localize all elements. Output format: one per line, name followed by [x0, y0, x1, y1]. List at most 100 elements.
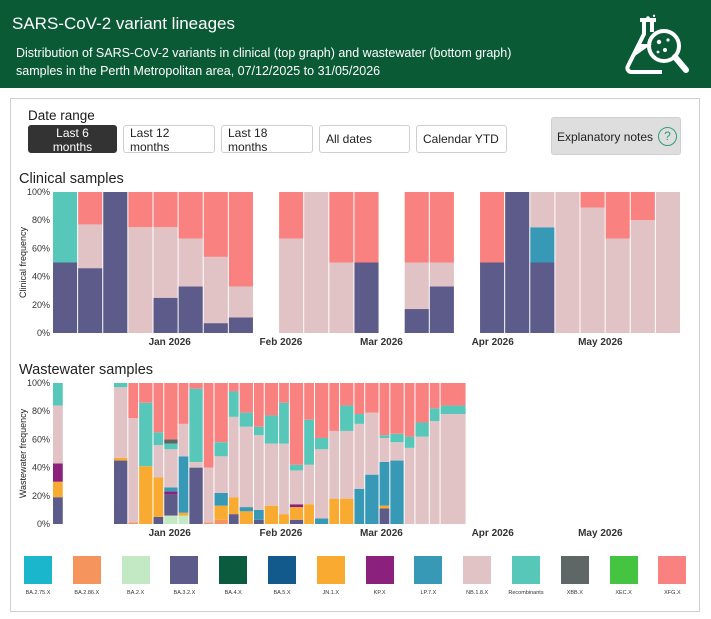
clinical-bar-segment[interactable] [480, 192, 505, 263]
wastewater-bar-segment[interactable] [354, 488, 365, 524]
wastewater-bar-segment[interactable] [178, 512, 189, 516]
calendar-ytd-button[interactable]: Calendar YTD [416, 125, 507, 153]
wastewater-bar-segment[interactable] [304, 419, 314, 465]
wastewater-bar-segment[interactable] [53, 383, 63, 406]
clinical-bar-segment[interactable] [555, 192, 580, 333]
clinical-bar-segment[interactable] [605, 192, 630, 239]
wastewater-bar-segment[interactable] [178, 383, 189, 424]
clinical-bar-segment[interactable] [228, 286, 253, 318]
wastewater-bar-segment[interactable] [304, 504, 314, 524]
wastewater-bar-segment[interactable] [404, 383, 415, 437]
wastewater-bar-segment[interactable] [128, 522, 139, 524]
wastewater-bar-segment[interactable] [404, 447, 415, 524]
wastewater-bar-segment[interactable] [128, 418, 139, 523]
clinical-bar-segment[interactable] [203, 256, 228, 324]
wastewater-bar-segment[interactable] [203, 383, 214, 468]
clinical-bar-segment[interactable] [404, 192, 429, 263]
clinical-bar-segment[interactable] [78, 268, 103, 333]
wastewater-bar-segment[interactable] [153, 445, 164, 478]
wastewater-bar-segment[interactable] [340, 383, 354, 406]
wastewater-bar-segment[interactable] [390, 460, 404, 524]
wastewater-bar-segment[interactable] [279, 443, 289, 515]
wastewater-bar-segment[interactable] [53, 405, 63, 464]
wastewater-bar-segment[interactable] [164, 491, 178, 495]
wastewater-bar-segment[interactable] [239, 507, 253, 512]
wastewater-bar-segment[interactable] [314, 518, 329, 524]
clinical-bar-segment[interactable] [53, 262, 78, 334]
legend-item[interactable]: KP.X [354, 556, 406, 596]
legend-item[interactable]: BA.2.X [110, 556, 162, 596]
clinical-bar-segment[interactable] [103, 192, 128, 333]
clinical-bar-segment[interactable] [178, 286, 203, 333]
wastewater-bar-segment[interactable] [365, 383, 379, 413]
wastewater-bar-segment[interactable] [214, 492, 228, 506]
clinical-bar-segment[interactable] [78, 192, 103, 225]
wastewater-bar-segment[interactable] [228, 514, 239, 524]
wastewater-bar-segment[interactable] [304, 464, 314, 505]
wastewater-bar-segment[interactable] [53, 463, 63, 482]
clinical-bar-segment[interactable] [655, 192, 680, 333]
wastewater-bar-segment[interactable] [239, 412, 253, 427]
clinical-bar-segment[interactable] [480, 262, 505, 334]
clinical-bar-segment[interactable] [354, 262, 379, 334]
wastewater-bar-segment[interactable] [340, 405, 354, 431]
wastewater-bar-segment[interactable] [114, 387, 128, 458]
wastewater-bar-segment[interactable] [128, 383, 139, 419]
clinical-bar-segment[interactable] [630, 220, 655, 333]
wastewater-bar-segment[interactable] [139, 402, 153, 467]
wastewater-bar-segment[interactable] [164, 494, 178, 516]
legend-item[interactable]: XEC.X [598, 556, 650, 596]
wastewater-bar-segment[interactable] [253, 509, 264, 520]
explanatory-notes-button[interactable]: Explanatory notes ? [551, 117, 681, 155]
wastewater-bar-segment[interactable] [415, 436, 429, 524]
wastewater-bar-segment[interactable] [203, 467, 214, 523]
wastewater-bar-segment[interactable] [289, 383, 304, 465]
wastewater-bar-segment[interactable] [164, 439, 178, 444]
legend-item[interactable]: NB.1.8.X [451, 556, 503, 596]
wastewater-bar-segment[interactable] [354, 423, 365, 489]
legend-item[interactable]: JN.1.X [305, 556, 357, 596]
clinical-bar-segment[interactable] [429, 286, 454, 333]
wastewater-bar-segment[interactable] [178, 456, 189, 513]
wastewater-bar-segment[interactable] [279, 402, 289, 444]
legend-item[interactable]: Recombinants [500, 556, 552, 596]
legend-item[interactable]: XFG.X [646, 556, 698, 596]
wastewater-bar-segment[interactable] [314, 383, 329, 438]
clinical-bar-segment[interactable] [580, 207, 605, 333]
wastewater-bar-segment[interactable] [415, 422, 429, 437]
clinical-bar-segment[interactable] [304, 192, 329, 333]
wastewater-bar-segment[interactable] [153, 432, 164, 446]
clinical-bar-segment[interactable] [605, 238, 630, 333]
clinical-bar-segment[interactable] [630, 192, 655, 221]
wastewater-bar-segment[interactable] [404, 436, 415, 448]
wastewater-bar-segment[interactable] [390, 383, 404, 434]
wastewater-bar-segment[interactable] [153, 516, 164, 524]
wastewater-bar-segment[interactable] [390, 433, 404, 443]
wastewater-bar-segment[interactable] [379, 461, 390, 506]
clinical-bar-segment[interactable] [178, 192, 203, 239]
legend-item[interactable]: BA.2.86.X [61, 556, 113, 596]
wastewater-bar-segment[interactable] [239, 383, 253, 413]
clinical-bar-segment[interactable] [404, 309, 429, 333]
legend-item[interactable]: BA.4.X [207, 556, 259, 596]
wastewater-bar-segment[interactable] [415, 383, 429, 423]
wastewater-bar-segment[interactable] [304, 383, 314, 420]
wastewater-bar-segment[interactable] [53, 497, 63, 524]
wastewater-bar-segment[interactable] [189, 388, 203, 462]
wastewater-bar-segment[interactable] [289, 504, 304, 508]
wastewater-bar-segment[interactable] [289, 464, 304, 471]
clinical-bar-segment[interactable] [354, 192, 379, 263]
wastewater-bar-segment[interactable] [164, 449, 178, 488]
clinical-bar-segment[interactable] [530, 262, 555, 334]
clinical-bar-segment[interactable] [580, 192, 605, 208]
legend-item[interactable]: LP.7.X [402, 556, 454, 596]
wastewater-bar-segment[interactable] [228, 383, 239, 392]
wastewater-bar-segment[interactable] [164, 515, 178, 524]
wastewater-bar-segment[interactable] [289, 507, 304, 520]
wastewater-bar-segment[interactable] [239, 426, 253, 508]
wastewater-bar-segment[interactable] [379, 435, 390, 438]
wastewater-bar-segment[interactable] [114, 383, 128, 388]
clinical-bar-segment[interactable] [128, 227, 153, 333]
clinical-bar-segment[interactable] [153, 297, 178, 333]
wastewater-bar-segment[interactable] [329, 498, 340, 524]
